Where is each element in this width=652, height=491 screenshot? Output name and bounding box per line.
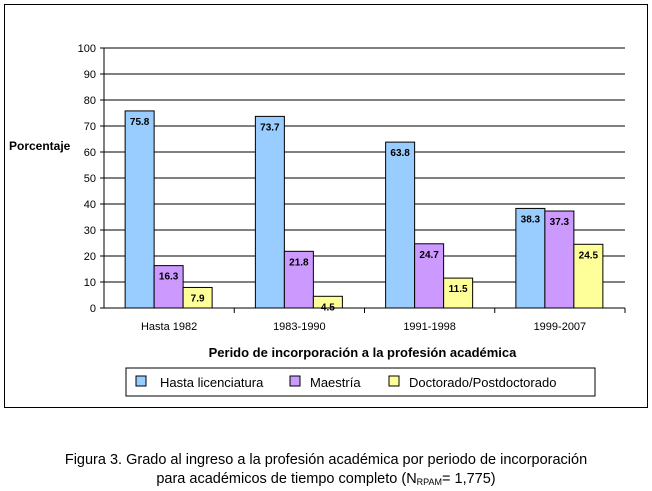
bar-2-1 xyxy=(312,295,343,309)
x-tick-label: 1991-1998 xyxy=(403,321,456,333)
legend-label-2: Doctorado/Postdoctorado xyxy=(409,375,556,390)
bar-chart: 0 10 20 30 40 50 60 70 80 90 100 Hasta 1982 75.8 16.3… xyxy=(4,4,648,408)
data-label: 24.5 xyxy=(579,250,599,261)
legend-swatch-2 xyxy=(388,375,400,387)
bar-1-3 xyxy=(544,210,575,309)
y-tick-label: 80 xyxy=(84,95,96,107)
x-tick-label: Hasta 1982 xyxy=(141,321,197,333)
y-tick-label: 60 xyxy=(84,147,96,159)
data-label: 63.8 xyxy=(390,148,410,159)
legend-box xyxy=(125,367,596,397)
x-axis-title: Perido de incorporación a la profesión a… xyxy=(209,345,518,360)
figure-caption-line-2: para académicos de tiempo completo (NRPA… xyxy=(0,470,652,491)
y-tick-label: 30 xyxy=(84,225,96,237)
bar-1-2 xyxy=(414,243,445,309)
data-label: 24.7 xyxy=(419,250,439,261)
bar-2-3 xyxy=(573,243,604,309)
y-axis-title: Porcentaje xyxy=(9,139,71,153)
y-tick-label: 0 xyxy=(90,303,96,315)
data-label: 11.5 xyxy=(449,284,468,295)
y-tick-label: 90 xyxy=(84,69,96,81)
data-label: 21.8 xyxy=(289,257,309,268)
bar-0-3 xyxy=(515,207,546,309)
legend-swatch-0 xyxy=(135,375,147,387)
bar-2-2 xyxy=(443,277,474,309)
bar-0-2 xyxy=(385,141,416,309)
data-label: 7.9 xyxy=(191,293,205,304)
y-tick-label: 10 xyxy=(84,277,96,289)
legend-label-1: Maestría xyxy=(310,375,361,390)
data-label: 37.3 xyxy=(550,217,570,228)
x-tick-label: 1983-1990 xyxy=(273,321,326,333)
data-label: 73.7 xyxy=(260,122,280,133)
chart-frame: 0 10 20 30 40 50 60 70 80 90 100 Hasta 1982 75.8 16.3… xyxy=(4,4,648,408)
figure-caption-line-1: Figura 3. Grado al ingreso a la profesió… xyxy=(64,452,588,468)
caption-suffix: = 1,775) xyxy=(442,471,496,487)
y-tick-label: 20 xyxy=(84,251,96,263)
chart-border xyxy=(4,4,648,408)
y-tick-label: 70 xyxy=(84,121,96,133)
data-label: 75.8 xyxy=(130,117,150,128)
y-tick-label: 50 xyxy=(84,173,96,185)
data-label: 38.3 xyxy=(521,214,541,225)
data-label: 4.5 xyxy=(321,302,335,313)
caption-prefix: para académicos de tiempo completo (N xyxy=(156,471,417,487)
data-label: 16.3 xyxy=(159,272,179,283)
x-tick-label: 1999-2007 xyxy=(534,321,587,333)
bar-1-0 xyxy=(153,265,184,309)
bar-1-1 xyxy=(283,250,314,309)
bar-2-0 xyxy=(182,286,213,309)
caption-subscript: RPAM xyxy=(416,477,443,487)
bar-0-0 xyxy=(124,110,155,309)
legend-label-0: Hasta licenciatura xyxy=(160,375,264,390)
bar-0-1 xyxy=(254,115,285,309)
y-tick-label: 100 xyxy=(78,43,96,55)
y-tick-label: 40 xyxy=(84,199,96,211)
legend-swatch-1 xyxy=(289,375,301,387)
